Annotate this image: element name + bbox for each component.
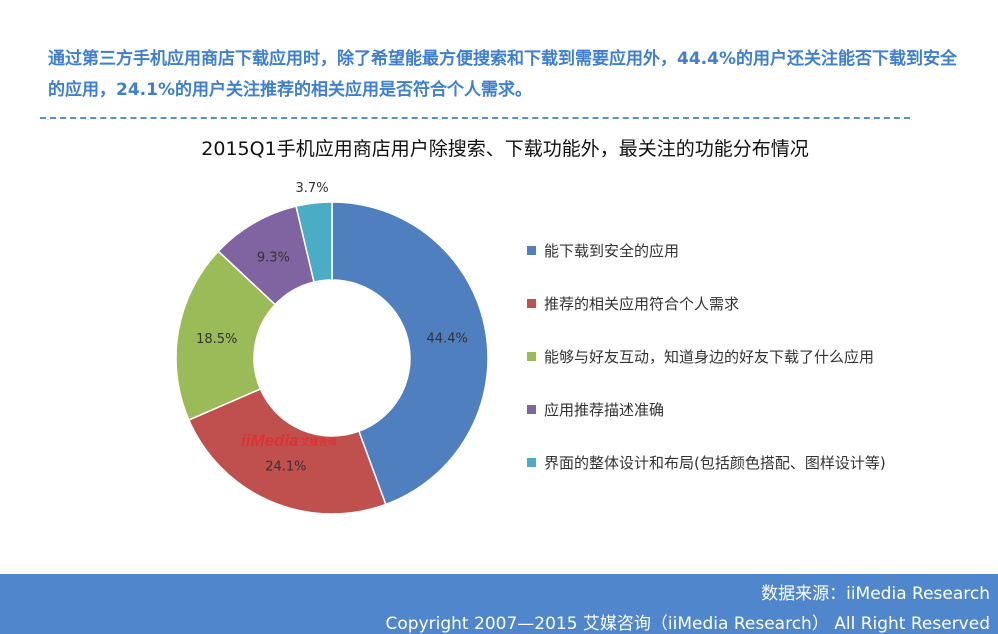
footer-source: 数据来源：iiMedia Research: [761, 584, 990, 604]
headline: 通过第三方手机应用商店下载应用时，除了希望能最方便搜索和下载到需要应用外，44.…: [48, 49, 957, 100]
legend-swatch: [527, 246, 536, 255]
footer-bar: 数据来源：iiMedia Research Copyright 2007—201…: [0, 574, 998, 634]
legend-swatch: [527, 352, 536, 361]
legend-label: 界面的整体设计和布局(包括颜色搭配、图样设计等): [544, 454, 886, 472]
legend-item-2: 推荐的相关应用符合个人需求: [527, 293, 886, 346]
slice-value-label-3: 18.5%: [196, 332, 237, 347]
donut-slice-3: [175, 250, 277, 421]
watermark-brand: iiMedia: [241, 431, 299, 450]
dashed-divider: [40, 117, 910, 119]
legend-item-5: 界面的整体设计和布局(包括颜色搭配、图样设计等): [527, 452, 886, 505]
legend-swatch: [527, 405, 536, 414]
legend-label: 能下载到安全的应用: [544, 242, 680, 260]
slice-value-label-4: 9.3%: [257, 251, 290, 266]
chart-title: 2015Q1手机应用商店用户除搜索、下载功能外，最关注的功能分布情况: [201, 138, 809, 160]
legend-item-1: 能下载到安全的应用: [527, 240, 886, 293]
legend-label: 推荐的相关应用符合个人需求: [544, 295, 740, 313]
legend-swatch: [527, 299, 536, 308]
slice-value-label-2: 24.1%: [265, 460, 306, 475]
donut-slice-2: [187, 387, 387, 515]
legend-swatch: [527, 458, 536, 467]
donut-slice-5: [295, 201, 333, 284]
legend-item-3: 能够与好友互动，知道身边的好友下载了什么应用: [527, 346, 886, 399]
legend-label: 能够与好友互动，知道身边的好友下载了什么应用: [544, 348, 875, 366]
legend-label: 应用推荐描述准确: [544, 401, 665, 419]
slice-value-label-1: 44.4%: [427, 332, 468, 347]
donut-slice-1: [331, 201, 489, 506]
legend-item-4: 应用推荐描述准确: [527, 399, 886, 452]
footer-copyright: Copyright 2007—2015 艾媒咨询（iiMedia Researc…: [385, 614, 990, 634]
watermark-sub: 艾媒咨询: [300, 436, 337, 447]
slice-value-label-5: 3.7%: [296, 181, 329, 196]
iimedia-watermark-logo: iiMedia 艾媒咨询: [241, 428, 371, 454]
chart-legend: 能下载到安全的应用推荐的相关应用符合个人需求能够与好友互动，知道身边的好友下载了…: [527, 240, 886, 505]
